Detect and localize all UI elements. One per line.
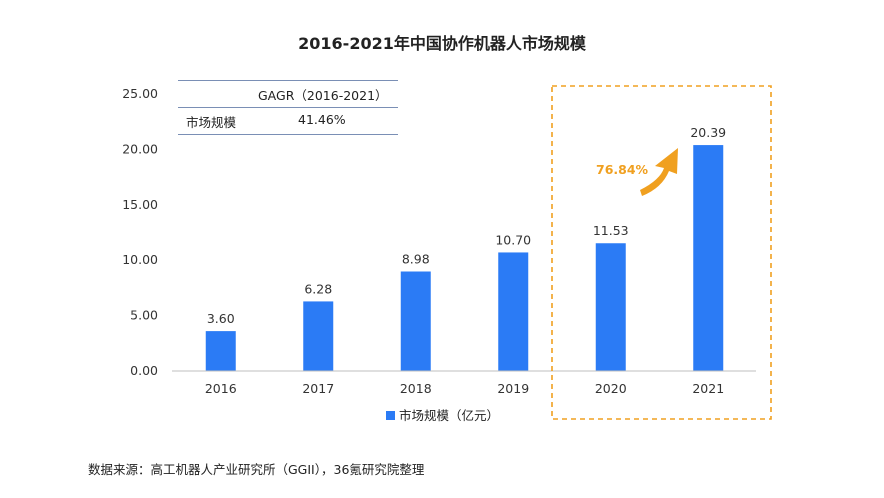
y-tick-label: 10.00 [122, 252, 158, 267]
x-tick-label: 2018 [400, 381, 432, 396]
x-tick-label: 2017 [302, 381, 334, 396]
highlight-box [551, 85, 772, 420]
bar [205, 331, 236, 371]
bar-value-label: 20.39 [690, 125, 726, 140]
source-note: 数据来源：高工机器人产业研究所（GGII），36氪研究院整理 [88, 462, 425, 477]
y-tick-label: 20.00 [122, 141, 158, 156]
bar [303, 301, 334, 371]
x-tick-label: 2021 [692, 381, 724, 396]
y-tick-label: 25.00 [122, 86, 158, 101]
legend-swatch [386, 411, 395, 420]
y-tick-label: 0.00 [130, 363, 158, 378]
legend: 市场规模（亿元） [386, 405, 499, 424]
bar-value-label: 10.70 [495, 232, 531, 247]
highlight-group [551, 85, 772, 420]
bar-series: 3.60 6.28 8.98 10.70 11.53 20.39 [205, 125, 726, 371]
x-axis: 2016 2017 2018 2019 2020 2021 [172, 370, 756, 396]
cagr-row-label: 市场规模 [186, 115, 237, 130]
bar [498, 252, 529, 371]
y-axis: 0.00 5.00 10.00 15.00 20.00 25.00 [122, 86, 158, 378]
cagr-data-row: 市场规模 41.46% [178, 107, 398, 135]
y-tick-label: 5.00 [130, 308, 158, 323]
bar-value-label: 6.28 [304, 281, 332, 296]
cagr-header-row: GAGR（2016-2021） [178, 80, 398, 107]
bar [693, 145, 724, 371]
growth-arrow-icon [640, 148, 678, 196]
bar [400, 271, 431, 371]
bar-value-label: 8.98 [402, 252, 430, 267]
bar [595, 243, 626, 371]
cagr-row-value: 41.46% [298, 112, 346, 127]
bar-value-label: 3.60 [207, 311, 235, 326]
y-tick-label: 15.00 [122, 197, 158, 212]
bar-value-label: 11.53 [593, 223, 629, 238]
legend-label: 市场规模（亿元） [399, 408, 500, 423]
cagr-header: GAGR（2016-2021） [258, 88, 388, 103]
growth-rate-label: 76.84% [596, 162, 649, 177]
cagr-table: GAGR（2016-2021） 市场规模 41.46% [178, 80, 398, 135]
x-tick-label: 2020 [595, 381, 627, 396]
x-tick-label: 2019 [497, 381, 529, 396]
chart-title: 2016-2021年中国协作机器人市场规模 [298, 34, 586, 53]
x-tick-label: 2016 [205, 381, 237, 396]
